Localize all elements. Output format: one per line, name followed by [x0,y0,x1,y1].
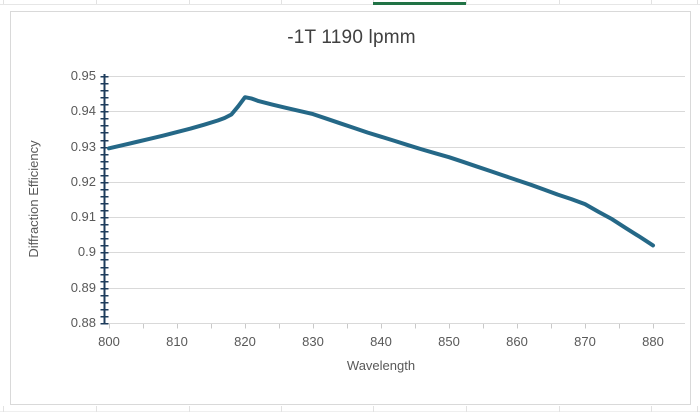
spreadsheet-gridline [466,406,467,412]
y-tick-label: 0.91 [70,209,96,225]
x-axis-title[interactable]: Wavelength [346,358,416,373]
spreadsheet-gridline [466,0,467,4]
spreadsheet-gridline [651,406,652,412]
spreadsheet-gridline [559,406,560,412]
y-tick-label: 0.9 [77,244,96,260]
spreadsheet-row-line-top [0,4,700,5]
x-tick-label: 830 [302,334,324,349]
spreadsheet-gridline [281,406,282,412]
spreadsheet-gridline [96,406,97,412]
x-tick-label: 880 [642,334,664,349]
x-tick-label: 860 [506,334,528,349]
chart[interactable]: -1T 1190 lpmm 0.95 0.94 0.93 0.92 0.91 0.9 0.8… [10,11,691,405]
spreadsheet-gridline [697,0,698,4]
spreadsheet-gridline [189,406,190,412]
spreadsheet-gridline [697,406,698,412]
y-tick-label: 0.92 [70,173,96,189]
x-tick-label: 800 [98,334,120,349]
y-tick-label: 0.89 [70,279,96,295]
spreadsheet-gridline [189,0,190,4]
spreadsheet-gridline [373,406,374,412]
spreadsheet-gridline [96,0,97,4]
y-tick-label: 0.94 [70,103,96,119]
plot-area[interactable] [11,12,692,406]
spreadsheet-gridline [651,0,652,4]
y-tick-label: 0.95 [70,68,96,83]
y-axis-title[interactable]: Diffraction Efficiency [26,140,41,258]
selected-cell-border [373,2,466,5]
y-tick-label: 0.88 [70,315,96,330]
y-tick-label: 0.93 [70,138,96,154]
series-line[interactable] [107,95,655,248]
spreadsheet-gridline [281,0,282,4]
chart-title[interactable]: -1T 1190 lpmm [287,27,416,48]
spreadsheet-gridline [559,0,560,4]
x-tick-label: 820 [234,334,256,349]
x-tick-label: 810 [166,334,188,349]
x-tick-label: 870 [574,334,596,349]
x-tick-label: 840 [370,334,392,349]
spreadsheet-gridline [3,406,4,412]
x-tick-label: 850 [438,334,460,349]
spreadsheet-gridline [3,0,4,4]
